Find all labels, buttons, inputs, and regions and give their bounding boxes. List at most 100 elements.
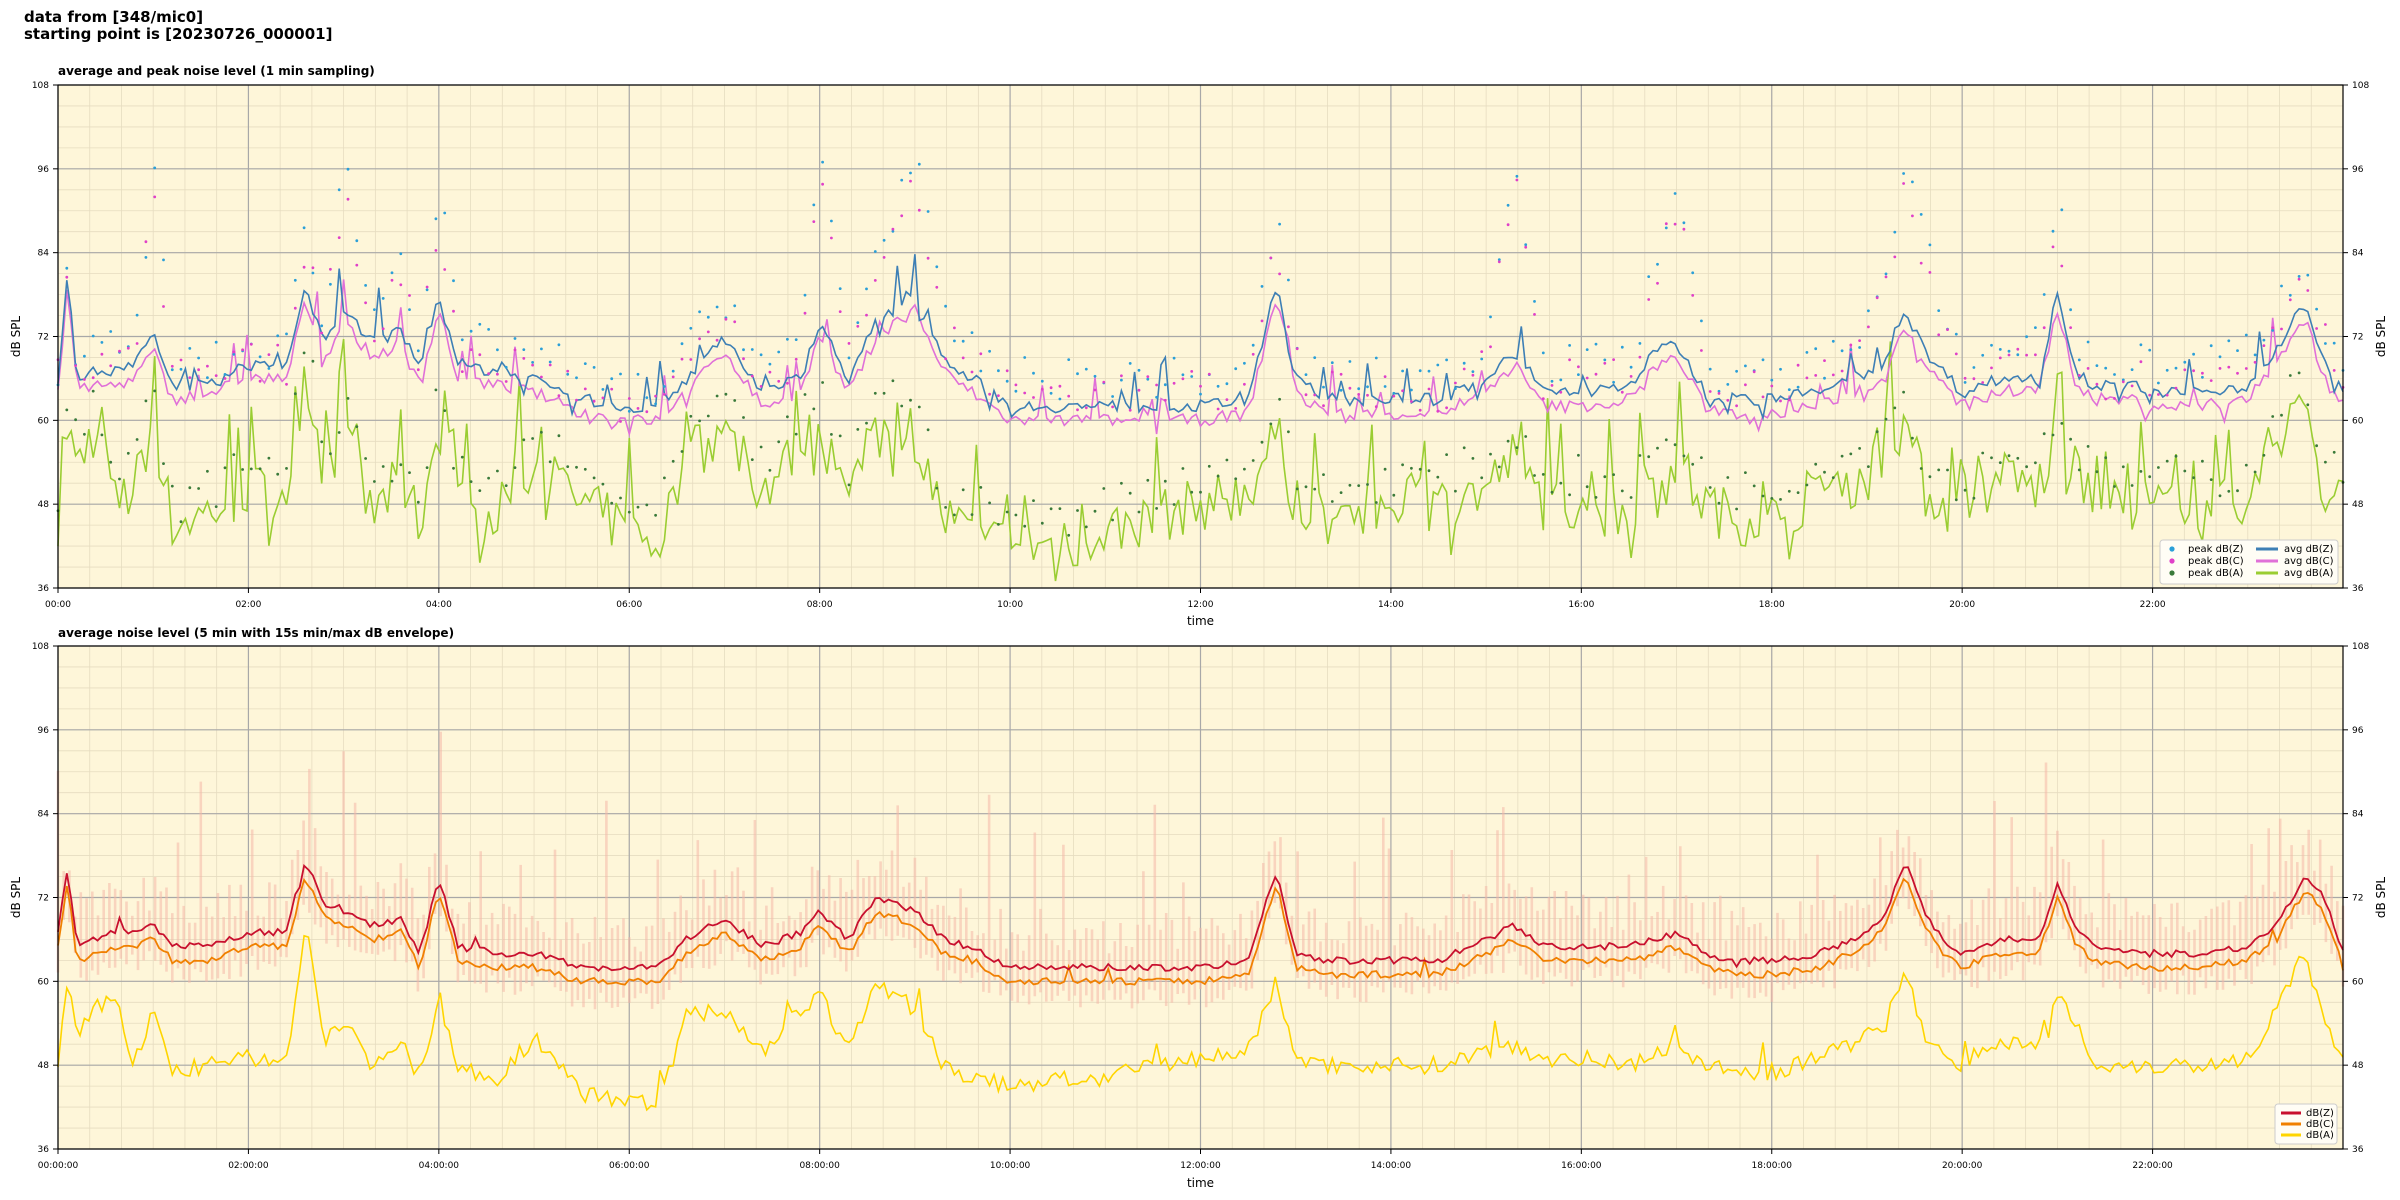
peak-point-dbc — [1330, 370, 1334, 374]
peak-point-dbc — [2201, 371, 2204, 375]
peak-point-dba — [1287, 430, 1290, 434]
peak-point-dbc — [1445, 406, 1448, 410]
peak-point-dba — [1541, 473, 1545, 476]
peak-point-dbz — [1032, 371, 1035, 375]
peak-point-dbz — [636, 372, 640, 376]
peak-point-dba — [1313, 487, 1317, 491]
peak-point-dbz — [2253, 353, 2257, 357]
peak-point-dba — [2121, 465, 2125, 469]
peak-point-dbc — [900, 214, 904, 218]
peak-point-dbz — [206, 376, 209, 380]
peak-point-dbc — [1594, 372, 1598, 376]
peak-point-dba — [1216, 474, 1220, 478]
peak-point-dbc — [469, 348, 473, 351]
peak-point-dba — [2253, 470, 2257, 474]
y-tick-label-right: 84 — [2352, 810, 2364, 820]
peak-point-dba — [1172, 503, 1176, 506]
x-tick-label: 02:00:00 — [228, 1161, 269, 1171]
x-tick-label: 20:00 — [1949, 600, 1975, 610]
peak-point-dba — [1612, 473, 1615, 476]
peak-point-dbc — [408, 294, 411, 297]
peak-point-dba — [2051, 433, 2055, 437]
y-tick-label-right: 36 — [2352, 584, 2364, 594]
peak-point-dbc — [2069, 326, 2073, 329]
x-tick-label: 18:00 — [1759, 600, 1785, 610]
peak-point-dbc — [1032, 396, 1035, 399]
peak-point-dbc — [2315, 327, 2319, 330]
peak-point-dba — [2280, 413, 2283, 417]
peak-point-dba — [179, 520, 183, 524]
peak-point-dbz — [425, 288, 429, 292]
peak-point-dba — [1234, 477, 1238, 481]
legend-label: peak dB(A) — [2188, 568, 2244, 579]
peak-point-dbz — [627, 409, 631, 413]
peak-point-dbc — [997, 394, 1000, 397]
peak-point-dba — [1990, 456, 1993, 460]
peak-point-dba — [2288, 374, 2292, 377]
y-tick-label: 48 — [38, 1061, 50, 1071]
peak-point-dbc — [2007, 353, 2011, 357]
peak-point-dbz — [1506, 203, 1510, 207]
peak-point-dba — [285, 467, 288, 470]
peak-point-dbc — [1506, 223, 1510, 227]
peak-point-dba — [944, 506, 947, 509]
peak-point-dba — [1805, 483, 1809, 487]
peak-point-dba — [1814, 462, 1818, 466]
peak-point-dbz — [1120, 378, 1123, 382]
peak-point-dbc — [1058, 384, 1062, 388]
peak-point-dba — [619, 496, 622, 500]
peak-point-dbz — [258, 355, 262, 359]
peak-point-dbc — [1410, 400, 1413, 403]
series-line-avg-dba — [57, 338, 2344, 582]
peak-point-dba — [311, 359, 315, 363]
peak-point-dbc — [2262, 344, 2266, 347]
peak-point-dba — [1322, 473, 1325, 476]
peak-point-dbz — [434, 217, 438, 221]
peak-point-dbz — [1005, 379, 1009, 383]
peak-point-dba — [2007, 454, 2011, 458]
peak-point-dbc — [1269, 256, 1273, 260]
peak-point-dbz — [135, 313, 139, 317]
peak-point-dba — [2157, 466, 2160, 469]
peak-point-dba — [1779, 498, 1782, 501]
y-axis-label-right: dB SPL — [2374, 316, 2388, 358]
x-axis-label: time — [1187, 1176, 1214, 1190]
peak-point-dbc — [1172, 381, 1176, 385]
peak-point-dbc — [1919, 261, 1923, 265]
peak-point-dba — [1981, 451, 1985, 455]
peak-point-dba — [1137, 510, 1141, 514]
peak-point-dbz — [1392, 391, 1396, 395]
series-line-avg-dbz — [57, 254, 2344, 422]
peak-point-dbz — [1225, 382, 1229, 386]
peak-point-dbz — [1990, 343, 1993, 347]
peak-point-dbz — [1911, 180, 1914, 184]
peak-point-dba — [276, 472, 280, 476]
peak-point-dbc — [575, 398, 578, 402]
peak-point-dbz — [2209, 344, 2213, 348]
peak-point-dba — [654, 513, 657, 517]
peak-point-dbc — [1770, 384, 1774, 388]
peak-point-dba — [1295, 487, 1299, 491]
peak-point-dba — [1902, 390, 1905, 394]
y-tick-label-right: 108 — [2352, 642, 2369, 652]
peak-point-dbc — [2174, 386, 2178, 390]
series-line-dbc — [57, 877, 2344, 986]
peak-point-dbc — [1946, 328, 1949, 331]
peak-point-dbz — [909, 171, 912, 175]
peak-point-dbz — [821, 160, 824, 164]
peak-point-dbz — [1445, 358, 1448, 362]
peak-point-dba — [2104, 456, 2108, 460]
peak-point-dbc — [1779, 399, 1782, 403]
peak-point-dbz — [1656, 262, 1659, 266]
peak-point-dbc — [1243, 382, 1246, 386]
peak-point-dbz — [162, 258, 165, 262]
peak-point-dbz — [223, 373, 227, 376]
peak-point-dba — [2201, 459, 2204, 463]
peak-point-dbc — [425, 285, 429, 289]
peak-point-dba — [1436, 475, 1440, 479]
peak-point-dbz — [1638, 342, 1642, 345]
peak-point-dba — [2025, 465, 2028, 469]
peak-point-dba — [1005, 510, 1009, 514]
peak-point-dbc — [1867, 325, 1870, 329]
peak-point-dbz — [399, 252, 403, 256]
